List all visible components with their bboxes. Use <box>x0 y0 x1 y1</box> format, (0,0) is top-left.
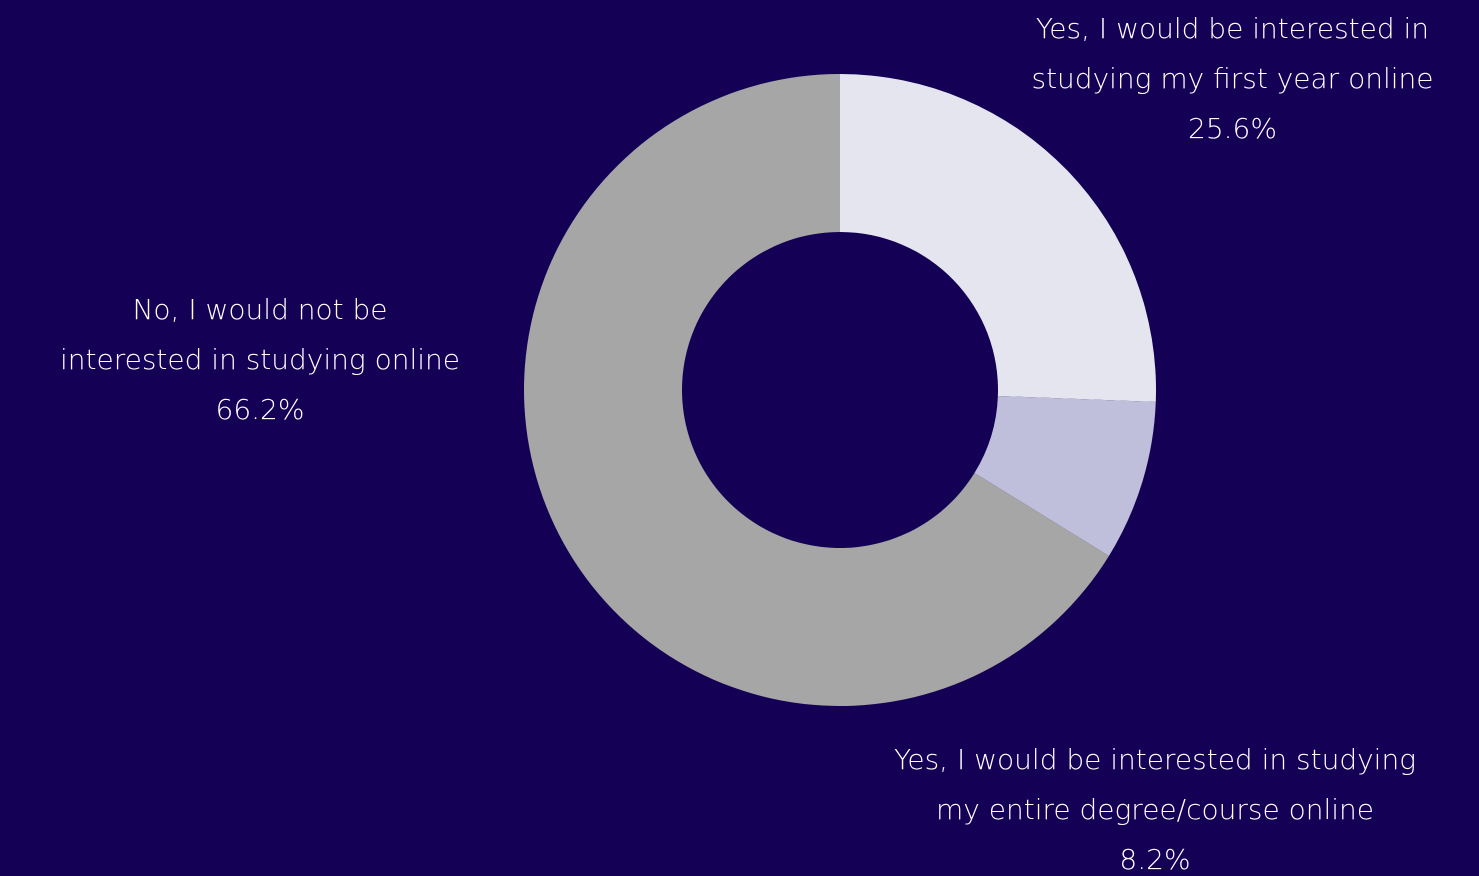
slice-label-line2: studying my first year online <box>1031 62 1434 95</box>
donut-slices <box>524 74 1157 707</box>
slice-label-entire-degree: Yes, I would be interested in studying m… <box>860 735 1450 876</box>
slice-label-line1: Yes, I would be interested in <box>1035 12 1430 45</box>
slice-label-not-interested: No, I would not be interested in studyin… <box>30 285 490 435</box>
slice-label-line2: interested in studying online <box>59 343 461 376</box>
slice-first-year <box>840 74 1157 402</box>
slice-not-interested <box>524 74 1109 707</box>
slice-label-first-year: Yes, I would be interested in studying m… <box>1000 4 1465 154</box>
slice-label-line2: my entire degree/course online <box>936 793 1374 826</box>
slice-label-line1: Yes, I would be interested in studying <box>893 743 1417 776</box>
slice-value-label: 66.2% <box>215 393 305 426</box>
slice-entire-degree <box>974 395 1156 556</box>
slice-value-label: 25.6% <box>1188 112 1277 145</box>
slice-label-line1: No, I would not be <box>132 293 388 326</box>
slice-value-label: 8.2% <box>1119 843 1191 876</box>
